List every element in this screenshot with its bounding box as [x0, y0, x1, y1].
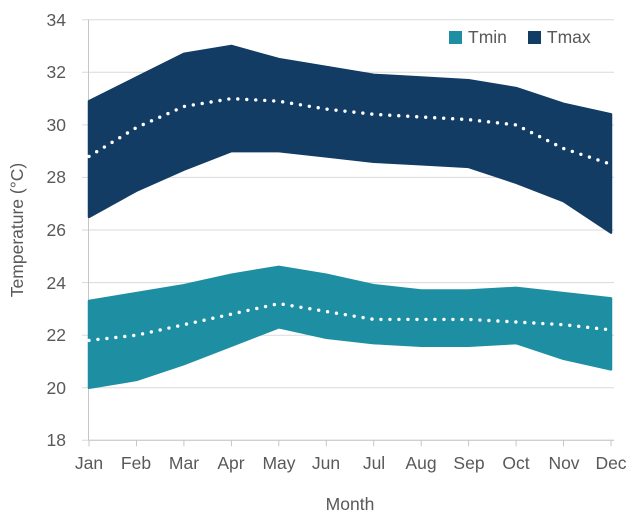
x-tick-label: Jul [362, 453, 386, 473]
x-axis-title: Month [325, 494, 375, 514]
tmax-mean-dotted-line [87, 96, 613, 167]
legend-item-tmax: Tmax [527, 27, 591, 47]
y-tick-label: 30 [46, 115, 66, 135]
x-tick-label: Mar [168, 453, 200, 473]
y-tick-label: 24 [46, 273, 66, 293]
y-tick-label: 20 [46, 378, 66, 398]
y-tick-label: 22 [46, 325, 66, 345]
tmax-color-swatch [527, 31, 541, 44]
tmin-color-swatch [449, 31, 462, 44]
x-tick-label: Nov [548, 453, 580, 473]
y-tick-label: 18 [46, 430, 66, 450]
x-tick-label: Oct [502, 453, 530, 473]
tmin-mean-dotted-line [87, 301, 613, 343]
legend-label-tmax: Tmax [546, 27, 591, 47]
tmax-band [87, 44, 613, 234]
legend-label-tmin: Tmin [468, 27, 507, 47]
x-tick-label: May [262, 453, 296, 473]
x-tick-label: Jan [74, 453, 104, 473]
x-tick-label: Aug [405, 453, 437, 473]
y-tick-label: 34 [46, 10, 66, 30]
y-tick-label: 28 [46, 167, 66, 187]
x-tick-label: Dec [595, 453, 627, 473]
tmin-band [87, 265, 613, 390]
y-tick-label: 32 [46, 62, 66, 82]
legend: Tmin Tmax [449, 27, 591, 47]
x-tick-label: Apr [217, 453, 245, 473]
x-tick-label: Feb [120, 453, 152, 473]
legend-item-tmin: Tmin [449, 27, 507, 47]
x-tick-label: Jun [311, 453, 341, 473]
y-tick-label: 26 [46, 220, 66, 240]
x-tick-label: Sep [453, 453, 485, 473]
